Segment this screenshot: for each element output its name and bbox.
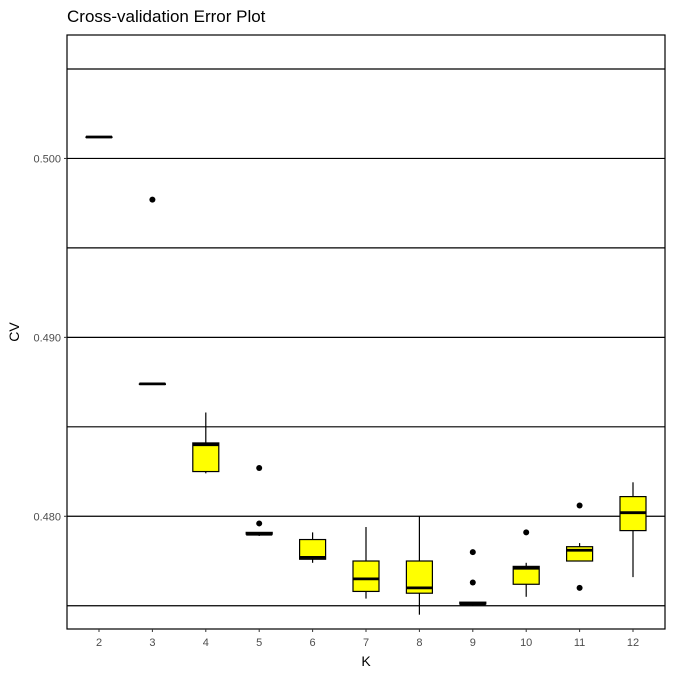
- x-tick-label: 7: [363, 637, 369, 649]
- outlier-point: [149, 196, 156, 203]
- outlier-point: [576, 502, 583, 509]
- iqr-box: [299, 538, 327, 560]
- iqr-box: [512, 565, 540, 585]
- y-tick-label: 0.500: [33, 153, 61, 165]
- x-tick-label: 10: [520, 637, 532, 649]
- x-tick-label: 9: [470, 637, 476, 649]
- iqr-box: [565, 546, 594, 562]
- x-axis-ticks: 2 3 4 5 6 7 8 9 10 11 12: [96, 629, 639, 649]
- x-tick-label: 12: [627, 637, 639, 649]
- grid-lines: [67, 68, 665, 607]
- box-k-12: [619, 482, 647, 578]
- box-k-3: [138, 196, 166, 386]
- x-tick-label: 5: [256, 637, 262, 649]
- x-tick-label: 6: [310, 637, 316, 649]
- box-k-9: [459, 549, 487, 606]
- outlier-point: [256, 520, 263, 527]
- x-tick-label: 8: [416, 637, 422, 649]
- y-axis-ticks: 0.480 0.490 0.500: [33, 153, 67, 523]
- iqr-box: [352, 560, 380, 593]
- outlier-point: [469, 549, 476, 556]
- outlier-point: [469, 579, 476, 586]
- outlier-point: [523, 529, 530, 536]
- box-k-2: [85, 135, 113, 139]
- y-tick-label: 0.490: [33, 332, 61, 344]
- iqr-box: [192, 442, 220, 473]
- outlier-point: [576, 584, 583, 591]
- box-k-11: [565, 502, 594, 591]
- y-tick-label: 0.480: [33, 511, 61, 523]
- y-axis-title: CV: [6, 322, 22, 342]
- x-tick-label: 2: [96, 637, 102, 649]
- x-tick-label: 4: [203, 637, 209, 649]
- box-k-8: [405, 516, 433, 615]
- box-k-6: [299, 532, 327, 563]
- box-k-10: [512, 529, 540, 597]
- outlier-point: [256, 464, 263, 471]
- x-tick-label: 11: [574, 637, 585, 649]
- box-k-4: [192, 412, 220, 474]
- chart-title: Cross-validation Error Plot: [67, 7, 266, 26]
- box-k-5: [245, 464, 273, 536]
- box-k-7: [352, 527, 380, 599]
- box-series: [85, 135, 647, 615]
- x-tick-label: 3: [149, 637, 155, 649]
- x-axis-title: K: [361, 653, 371, 669]
